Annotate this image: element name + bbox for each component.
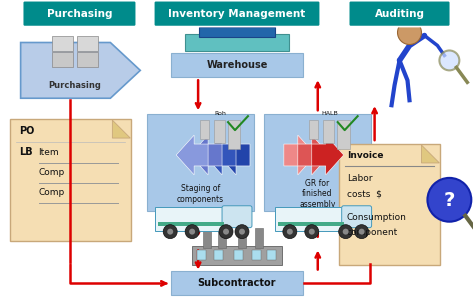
FancyBboxPatch shape [228, 120, 240, 148]
Bar [278, 222, 344, 226]
Circle shape [287, 229, 293, 235]
Text: Comp: Comp [38, 188, 65, 197]
FancyBboxPatch shape [222, 206, 252, 228]
FancyBboxPatch shape [342, 206, 372, 228]
Bar [252, 249, 261, 260]
Text: Purchasing: Purchasing [48, 81, 101, 90]
Bar [238, 228, 246, 248]
Text: Warehouse: Warehouse [206, 60, 268, 71]
Bar [214, 249, 223, 260]
Circle shape [223, 229, 229, 235]
FancyBboxPatch shape [192, 245, 282, 265]
Text: Roh: Roh [214, 111, 226, 116]
FancyBboxPatch shape [154, 1, 320, 26]
Circle shape [163, 225, 177, 239]
Circle shape [339, 225, 353, 239]
FancyBboxPatch shape [323, 120, 334, 143]
Circle shape [235, 225, 249, 239]
Circle shape [239, 229, 245, 235]
FancyBboxPatch shape [52, 36, 73, 51]
FancyBboxPatch shape [310, 120, 318, 139]
Polygon shape [112, 120, 130, 138]
Circle shape [439, 51, 459, 71]
Text: ?: ? [444, 191, 455, 210]
Circle shape [185, 225, 199, 239]
Polygon shape [204, 135, 236, 175]
FancyBboxPatch shape [171, 54, 303, 77]
Polygon shape [190, 135, 222, 175]
FancyBboxPatch shape [199, 26, 275, 37]
Text: Staging of
components: Staging of components [177, 184, 224, 204]
Polygon shape [176, 135, 208, 175]
Text: Inventory Management: Inventory Management [168, 9, 306, 19]
Circle shape [305, 225, 319, 239]
FancyBboxPatch shape [185, 34, 289, 51]
Circle shape [283, 225, 297, 239]
Text: costs  $: costs $ [346, 190, 382, 199]
Text: LB: LB [18, 147, 32, 157]
FancyBboxPatch shape [155, 207, 225, 231]
FancyBboxPatch shape [337, 120, 350, 148]
Text: Consumption: Consumption [346, 213, 407, 222]
Text: PO: PO [18, 126, 34, 136]
Text: HALB: HALB [321, 111, 338, 116]
Polygon shape [218, 135, 250, 175]
Polygon shape [421, 145, 439, 163]
Text: Labor: Labor [346, 174, 372, 183]
Polygon shape [21, 43, 140, 98]
Bar [158, 222, 224, 226]
Circle shape [355, 225, 369, 239]
FancyBboxPatch shape [275, 207, 345, 231]
Bar [197, 249, 206, 260]
Bar [255, 228, 263, 248]
FancyBboxPatch shape [200, 120, 209, 139]
Text: Auditing: Auditing [374, 9, 425, 19]
FancyBboxPatch shape [171, 271, 303, 295]
Text: GR for
finished
assembly: GR for finished assembly [299, 179, 336, 209]
Bar [267, 249, 276, 260]
FancyBboxPatch shape [77, 36, 98, 51]
FancyBboxPatch shape [147, 114, 254, 211]
Circle shape [309, 229, 315, 235]
FancyBboxPatch shape [264, 114, 371, 211]
FancyBboxPatch shape [9, 119, 131, 241]
Text: Comp: Comp [38, 168, 65, 177]
FancyBboxPatch shape [77, 52, 98, 67]
Circle shape [167, 229, 173, 235]
Bar [234, 249, 243, 260]
Text: component: component [346, 228, 398, 237]
Circle shape [428, 178, 471, 222]
Bar [203, 228, 211, 248]
Polygon shape [298, 135, 330, 175]
Text: Subcontractor: Subcontractor [198, 278, 276, 288]
Circle shape [219, 225, 233, 239]
Polygon shape [284, 135, 316, 175]
FancyBboxPatch shape [349, 1, 450, 26]
FancyBboxPatch shape [23, 1, 137, 26]
FancyBboxPatch shape [339, 144, 440, 265]
Text: Item: Item [38, 148, 59, 157]
FancyBboxPatch shape [214, 120, 225, 143]
Circle shape [189, 229, 195, 235]
Text: Invoice: Invoice [346, 151, 383, 160]
Text: Purchasing: Purchasing [47, 9, 112, 19]
Bar [218, 228, 226, 248]
Circle shape [398, 21, 421, 44]
Circle shape [343, 229, 349, 235]
Circle shape [359, 229, 365, 235]
Polygon shape [312, 135, 344, 175]
FancyBboxPatch shape [52, 52, 73, 67]
